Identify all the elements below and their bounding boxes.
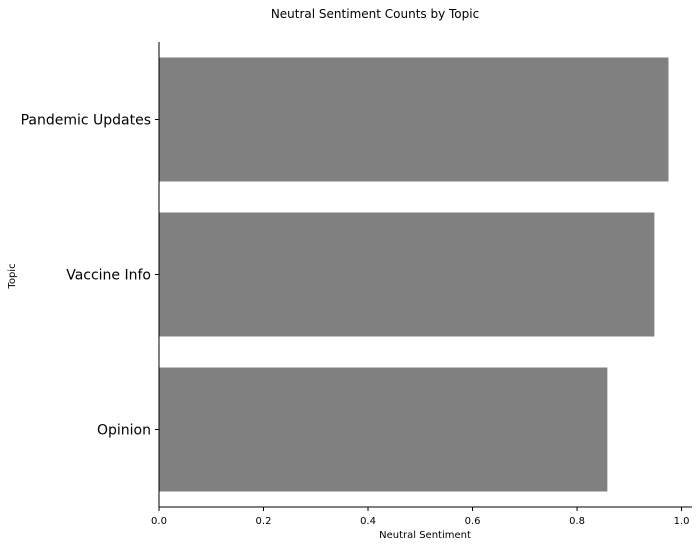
bar-opinion bbox=[159, 367, 608, 492]
y-axis-ticks: Pandemic Updates Vaccine Info Opinion bbox=[21, 113, 159, 439]
y-tick-label: Vaccine Info bbox=[66, 268, 151, 284]
x-tick-label: 0.4 bbox=[360, 516, 376, 527]
x-axis-label: Neutral Sentiment bbox=[379, 530, 471, 541]
x-tick-label: 0.6 bbox=[465, 516, 481, 527]
bar-vaccine-info bbox=[159, 212, 655, 337]
x-axis-ticks: 0.0 0.2 0.4 0.6 0.8 1.0 bbox=[151, 507, 690, 527]
x-tick-label: 0.8 bbox=[569, 516, 585, 527]
chart-title: Neutral Sentiment Counts by Topic bbox=[271, 7, 479, 21]
x-tick-label: 1.0 bbox=[674, 516, 690, 527]
bar-pandemic-updates bbox=[159, 57, 669, 182]
y-tick-label: Pandemic Updates bbox=[21, 113, 151, 129]
x-tick-label: 0.0 bbox=[151, 516, 167, 527]
y-tick-label: Opinion bbox=[97, 423, 151, 439]
x-tick-label: 0.2 bbox=[256, 516, 272, 527]
plot-area bbox=[159, 57, 669, 492]
y-axis-label: Topic bbox=[7, 263, 18, 289]
